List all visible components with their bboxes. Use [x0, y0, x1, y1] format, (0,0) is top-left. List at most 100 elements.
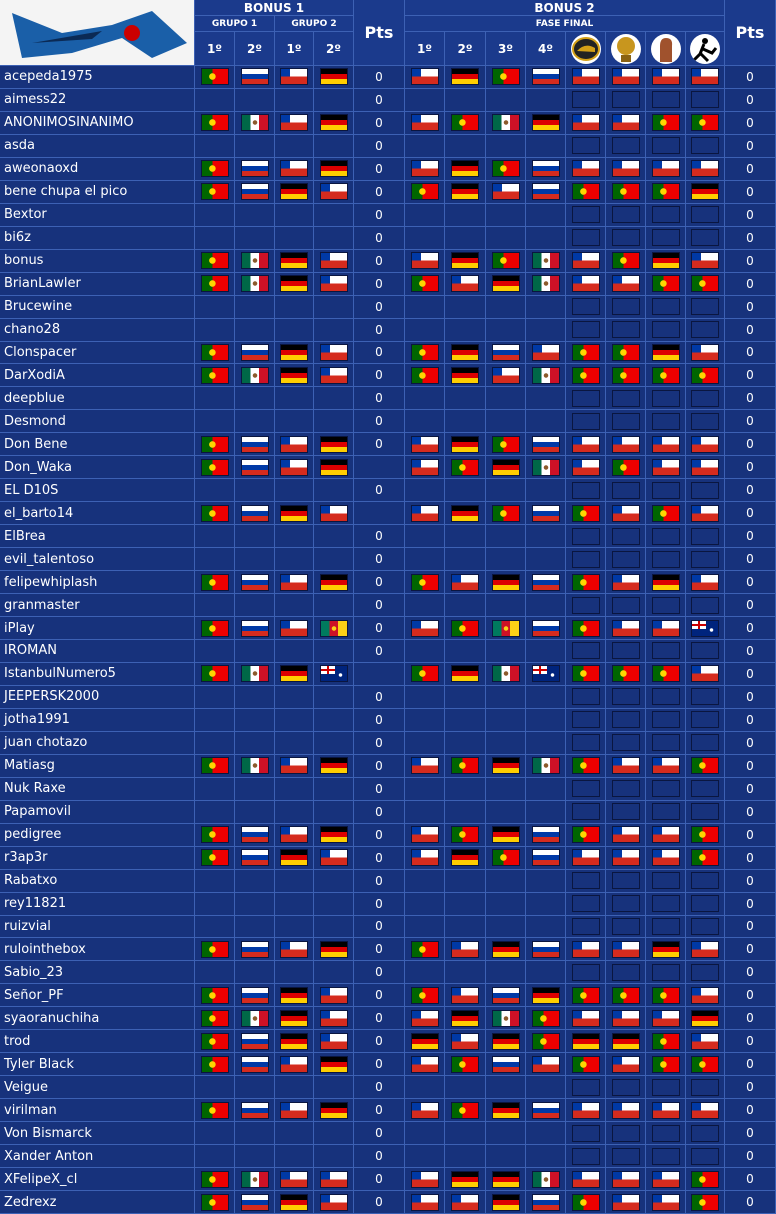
- prediction-cell: [405, 203, 445, 227]
- prediction-cell: [445, 685, 486, 709]
- prediction-cell: [235, 1030, 275, 1054]
- flag: [240, 940, 269, 958]
- prediction-cell: [275, 456, 314, 480]
- prediction-cell: [275, 387, 314, 411]
- prediction-cell: [526, 915, 566, 939]
- prediction-cell: [314, 915, 354, 939]
- flag: [571, 573, 600, 591]
- prediction-cell: [606, 387, 646, 411]
- points: 0: [725, 731, 776, 755]
- prediction-cell: [405, 685, 445, 709]
- prediction-cell: [486, 341, 526, 365]
- flag: [611, 550, 640, 568]
- prediction-cell: [606, 869, 646, 893]
- flag: [491, 183, 520, 201]
- points: [354, 662, 405, 686]
- flag: [691, 619, 719, 637]
- flag: [611, 160, 640, 178]
- flag: [491, 504, 520, 522]
- prediction-cell: [445, 708, 486, 732]
- flag: [571, 458, 600, 476]
- prediction-cell: [606, 640, 646, 663]
- prediction-cell: [606, 731, 646, 755]
- flag: [651, 986, 680, 1004]
- prediction-cell: [195, 640, 235, 663]
- flag: [319, 68, 348, 86]
- bonus-header: BONUS 1: [195, 0, 354, 16]
- player-name: aimess22: [0, 88, 195, 112]
- points: 0: [725, 1099, 776, 1123]
- prediction-cell: [405, 433, 445, 457]
- prediction-cell: [486, 272, 526, 296]
- points: 0: [354, 249, 405, 273]
- prediction-cell: [445, 1053, 486, 1077]
- flag: [611, 872, 640, 890]
- prediction-cell: [405, 1053, 445, 1077]
- prediction-cell: [405, 1076, 445, 1100]
- flag: [571, 826, 600, 844]
- player-name: Zedrexz: [0, 1191, 195, 1214]
- flag: [451, 573, 479, 591]
- prediction-cell: [686, 869, 725, 893]
- points: 0: [725, 777, 776, 801]
- prediction-cell: [686, 685, 725, 709]
- flag: [451, 275, 479, 293]
- prediction-cell: [405, 502, 445, 526]
- flag: [571, 619, 600, 637]
- flag: [651, 596, 680, 614]
- prediction-cell: [405, 594, 445, 618]
- flag: [451, 114, 479, 132]
- points: 0: [354, 869, 405, 893]
- flag: [531, 114, 560, 132]
- prediction-cell: [445, 777, 486, 801]
- points: 0: [354, 410, 405, 434]
- flag: [280, 1101, 308, 1119]
- flag: [200, 160, 229, 178]
- flag: [491, 1101, 520, 1119]
- flag: [531, 940, 560, 958]
- flag: [410, 986, 439, 1004]
- prediction-cell: [275, 272, 314, 296]
- prediction-cell: [566, 594, 606, 618]
- prediction-cell: [275, 134, 314, 158]
- points: 0: [354, 1191, 405, 1214]
- points: 0: [725, 295, 776, 319]
- flag: [200, 619, 229, 637]
- flag: [651, 826, 680, 844]
- flag: [240, 986, 269, 1004]
- prediction-cell: [235, 548, 275, 572]
- points: 0: [725, 203, 776, 227]
- prediction-cell: [445, 662, 486, 686]
- prediction-cell: [606, 662, 646, 686]
- prediction-cell: [275, 318, 314, 342]
- prediction-cell: [526, 88, 566, 112]
- flag: [200, 458, 229, 476]
- prediction-cell: [195, 548, 235, 572]
- prediction-cell: [405, 1145, 445, 1169]
- flag: [651, 550, 680, 568]
- player-name: Tyler Black: [0, 1053, 195, 1077]
- prediction-cell: [314, 823, 354, 847]
- flag: [491, 1009, 520, 1027]
- flag: [200, 826, 229, 844]
- prediction-cell: [314, 617, 354, 640]
- prediction-cell: [445, 1168, 486, 1192]
- flag: [691, 412, 719, 430]
- prediction-cell: [195, 685, 235, 709]
- flag: [531, 1193, 560, 1211]
- prediction-cell: [445, 915, 486, 939]
- prediction-cell: [195, 708, 235, 732]
- player-name: XFelipeX_cl: [0, 1168, 195, 1192]
- prediction-cell: [275, 88, 314, 112]
- flag: [240, 757, 269, 775]
- prediction-cell: [646, 548, 686, 572]
- flag: [200, 1193, 229, 1211]
- player-name: aweonaoxd: [0, 157, 195, 181]
- prediction-cell: [195, 180, 235, 204]
- prediction-cell: [445, 823, 486, 847]
- prediction-cell: [646, 754, 686, 778]
- flag: [451, 1032, 479, 1050]
- flag: [240, 504, 269, 522]
- flag: [571, 206, 600, 224]
- flag: [200, 1009, 229, 1027]
